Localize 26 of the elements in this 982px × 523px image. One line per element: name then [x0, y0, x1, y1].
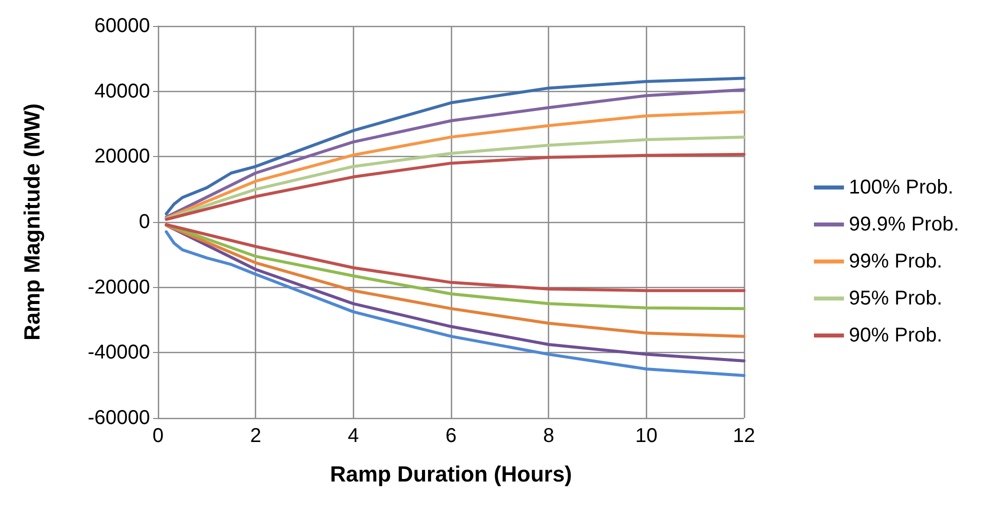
x-tick-label: 8 [543, 425, 554, 447]
x-tick-label: 2 [250, 425, 262, 447]
legend-label: 95% Prob. [848, 288, 942, 310]
legend-label: 90% Prob. [848, 324, 942, 346]
y-tick-label: -40000 [88, 342, 150, 364]
x-tick-label: 4 [348, 425, 359, 447]
x-tick-label: 6 [445, 425, 457, 447]
y-tick-label: -60000 [88, 407, 150, 429]
y-tick-label: 20000 [94, 146, 150, 168]
x-tick-label: 0 [152, 425, 164, 447]
line-series [164, 110, 746, 220]
y-tick-label: 40000 [94, 80, 150, 102]
legend-label: 100% Prob. [848, 176, 954, 198]
x-tick-label: 12 [732, 425, 756, 447]
y-tick-label: 60000 [94, 15, 150, 37]
x-axis-title: Ramp Duration (Hours) [330, 462, 572, 486]
line-series [164, 152, 746, 221]
x-tick-label: 10 [635, 425, 658, 447]
line-series [164, 223, 746, 292]
y-axis-title: Ramp Magnitude (MW) [20, 103, 44, 341]
legend-label: 99.9% Prob. [848, 214, 960, 236]
legend-label: 99% Prob. [848, 250, 942, 272]
y-tick-label: -20000 [88, 276, 150, 298]
y-tick-label: 0 [138, 211, 150, 233]
line-series [164, 136, 746, 220]
line-series [164, 224, 746, 338]
